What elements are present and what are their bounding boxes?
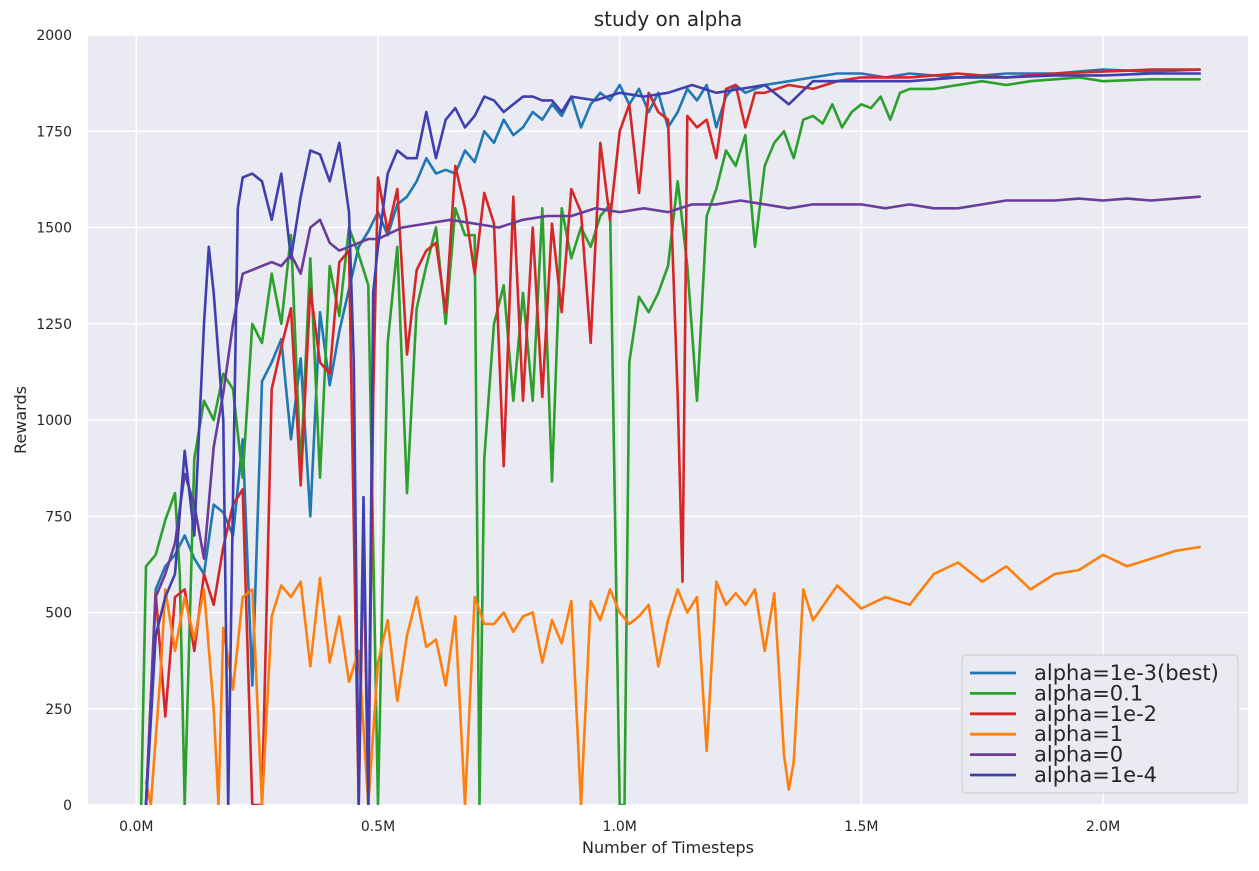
x-tick-label: 1.5M xyxy=(844,819,878,835)
y-axis-label: Rewards xyxy=(11,386,30,454)
series-line-0 xyxy=(144,68,1201,805)
chart-title: study on alpha xyxy=(594,7,743,31)
x-tick-label: 1.0M xyxy=(602,819,636,835)
legend: alpha=1e-3(best)alpha=0.1alpha=1e-2alpha… xyxy=(961,654,1239,794)
x-tick-label: 0.5M xyxy=(361,819,395,835)
x-axis-ticks: 0.0M 0.5M 1.0M 1.5M 2.0M xyxy=(119,819,1120,835)
legend-box xyxy=(961,654,1239,794)
legend-label: alpha=1e-3(best) xyxy=(1034,661,1219,685)
y-tick-label: 1000 xyxy=(36,413,72,429)
legend-label: alpha=0 xyxy=(1034,743,1123,767)
legend-label: alpha=1e-2 xyxy=(1034,702,1157,726)
legend-label: alpha=0.1 xyxy=(1034,681,1143,705)
series-line-2 xyxy=(144,68,1201,805)
y-axis-ticks: 0 250 500 750 1000 1250 1500 1750 2000 xyxy=(36,28,72,814)
legend-label: alpha=1e-4 xyxy=(1034,763,1157,787)
y-tick-label: 1500 xyxy=(36,221,72,237)
y-tick-label: 500 xyxy=(45,606,72,622)
y-tick-label: 1250 xyxy=(36,317,72,333)
y-tick-label: 1750 xyxy=(36,124,72,140)
y-tick-label: 250 xyxy=(45,702,72,718)
series-line-4 xyxy=(144,195,1201,805)
series-lines xyxy=(139,68,1201,805)
legend-label: alpha=1 xyxy=(1034,722,1123,746)
y-tick-label: 750 xyxy=(45,509,72,525)
x-axis-label: Number of Timesteps xyxy=(582,838,754,857)
x-tick-label: 2.0M xyxy=(1086,819,1120,835)
series-line-1 xyxy=(139,76,1201,805)
series-line-5 xyxy=(144,72,1201,805)
x-tick-label: 0.0M xyxy=(119,819,153,835)
y-tick-label: 2000 xyxy=(36,28,72,44)
y-tick-label: 0 xyxy=(63,798,72,814)
series-line-3 xyxy=(144,545,1201,805)
